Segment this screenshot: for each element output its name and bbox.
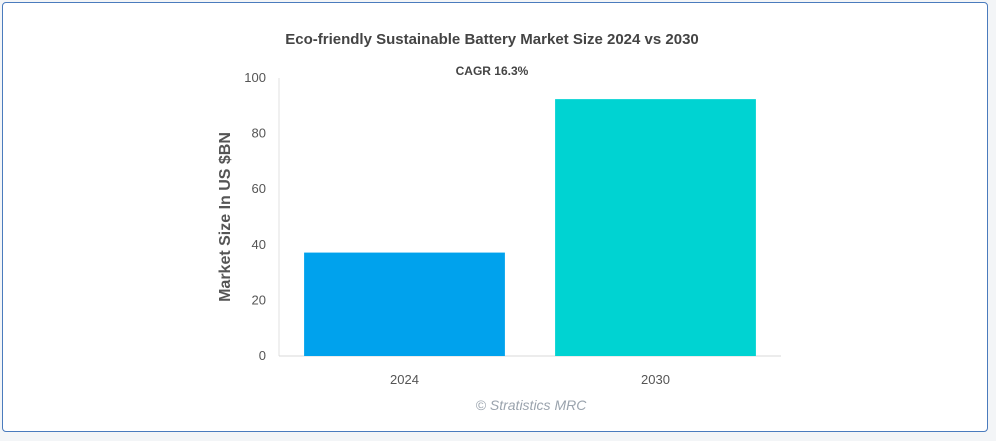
y-tick-label: 60 xyxy=(252,181,266,196)
x-tick-label: 2030 xyxy=(641,372,670,387)
chart-frame xyxy=(2,2,988,432)
x-tick-label: 2024 xyxy=(390,372,419,387)
y-tick-label: 20 xyxy=(252,292,266,307)
chart-subtitle: CAGR 16.3% xyxy=(456,64,529,78)
y-tick-label: 0 xyxy=(259,348,266,363)
credit-watermark: © Stratistics MRC xyxy=(476,397,588,413)
y-tick-label: 80 xyxy=(252,126,266,141)
y-axis-label: Market Size In US $BN xyxy=(217,132,234,302)
y-tick-label: 40 xyxy=(252,237,266,252)
bar-2030[interactable] xyxy=(555,99,756,357)
y-tick-label: 100 xyxy=(244,70,266,85)
chart-title: Eco-friendly Sustainable Battery Market … xyxy=(285,31,699,48)
bar-2024[interactable] xyxy=(304,252,505,356)
